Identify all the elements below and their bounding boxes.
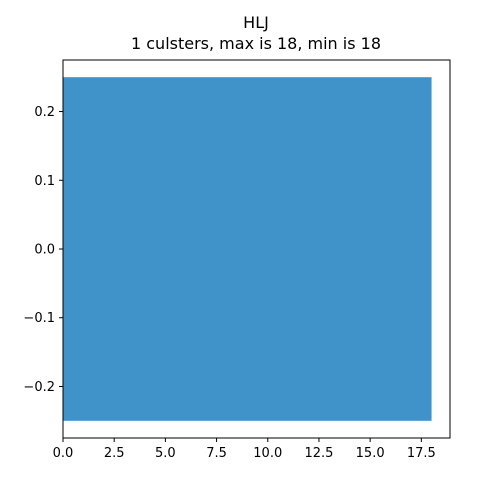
x-tick-label: 12.5 xyxy=(304,446,333,461)
x-tick-label: 0.0 xyxy=(53,446,74,461)
y-tick-label: 0.1 xyxy=(34,174,55,189)
y-tick-label: 0.0 xyxy=(34,243,55,258)
bar xyxy=(63,77,432,421)
y-tick-label: 0.2 xyxy=(34,105,55,120)
x-tick-label: 7.5 xyxy=(206,446,227,461)
x-tick-label: 2.5 xyxy=(104,446,125,461)
x-tick-label: 17.5 xyxy=(407,446,436,461)
y-tick-label: −0.1 xyxy=(23,311,55,326)
y-tick-label: −0.2 xyxy=(23,380,55,395)
x-tick-label: 5.0 xyxy=(155,446,176,461)
x-tick-label: 10.0 xyxy=(253,446,282,461)
x-tick-label: 15.0 xyxy=(356,446,385,461)
